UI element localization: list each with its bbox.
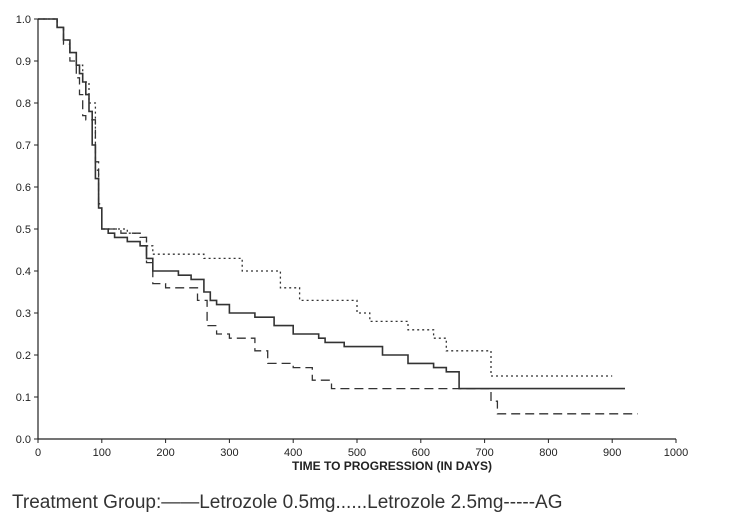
y-tick-label: 0.1 [16,392,31,404]
y-tick-label: 0.5 [16,224,31,236]
x-tick-label: 700 [475,447,493,459]
y-tick-label: 0.8 [16,98,31,110]
y-tick-label: 0.9 [16,56,31,68]
y-tick-label: 0.2 [16,350,31,362]
y-tick-label: 0.7 [16,140,31,152]
x-tick-label: 600 [412,447,430,459]
series-layer [38,18,638,415]
x-tick-label: 0 [35,447,41,459]
x-tick-label: 200 [156,447,174,459]
axes-layer: 0.0 0.1 0.2 0.3 0.4 0.5 0.6 0.7 0.8 0.9 1.0 0 100 200… [16,14,689,459]
x-tick-label: 100 [93,447,111,459]
y-tick-label: 0.4 [16,266,31,278]
x-tick-label: 400 [284,447,302,459]
x-tick-label: 1000 [664,447,688,459]
x-axis-label: TIME TO PROGRESSION (IN DAYS) [292,459,492,473]
legend-text: Treatment Group:——Letrozole 0.5mg......L… [12,492,563,513]
y-tick-label: 0.6 [16,182,31,194]
y-tick-label: 1.0 [16,14,31,26]
survival-chart: 0.0 0.1 0.2 0.3 0.4 0.5 0.6 0.7 0.8 0.9 1.0 0 100 200… [16,14,689,473]
y-tick-label: 0.0 [16,434,31,446]
series-line-solid [38,18,625,390]
x-tick-label: 800 [539,447,557,459]
x-tick-label: 500 [348,447,366,459]
series-line-dashed [38,18,638,415]
x-tick-label: 900 [603,447,621,459]
series-line-dotted [38,18,613,377]
x-tick-label: 300 [220,447,238,459]
y-tick-label: 0.3 [16,308,31,320]
